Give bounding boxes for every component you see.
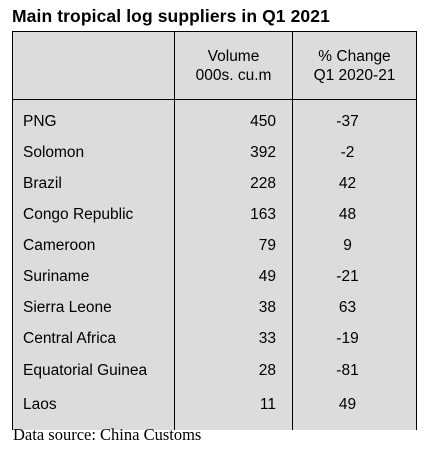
header-row: Volume 000s. cu.m % Change Q1 2020-21 xyxy=(12,31,417,100)
country-cell: Congo Republic xyxy=(12,199,175,230)
volume-cell: 28 xyxy=(174,354,293,388)
change-cell: 49 xyxy=(292,388,417,430)
table-row: Brazil 228 42 xyxy=(12,168,417,199)
country-cell: Laos xyxy=(12,388,175,430)
table-row: Cameroon 79 9 xyxy=(12,230,417,261)
change-cell: -2 xyxy=(292,137,417,168)
header-change: % Change Q1 2020-21 xyxy=(292,31,417,100)
table-body: PNG 450 -37 Solomon 392 -2 Brazil 228 42… xyxy=(12,99,417,430)
header-volume-line2: 000s. cu.m xyxy=(195,66,272,84)
change-cell: -21 xyxy=(292,261,417,292)
table-row: Central Africa 33 -19 xyxy=(12,323,417,354)
suppliers-table: Volume 000s. cu.m % Change Q1 2020-21 PN… xyxy=(12,31,417,430)
country-cell: Solomon xyxy=(12,137,175,168)
header-volume: Volume 000s. cu.m xyxy=(174,31,293,100)
table-title: Main tropical log suppliers in Q1 2021 xyxy=(12,6,330,26)
header-volume-line1: Volume xyxy=(207,47,260,65)
country-cell: Cameroon xyxy=(12,230,175,261)
change-cell: 42 xyxy=(292,168,417,199)
table-row: Sierra Leone 38 63 xyxy=(12,292,417,323)
volume-cell: 79 xyxy=(174,230,293,261)
change-cell: -19 xyxy=(292,323,417,354)
volume-cell: 49 xyxy=(174,261,293,292)
volume-cell: 450 xyxy=(174,99,293,137)
volume-cell: 38 xyxy=(174,292,293,323)
country-cell: Central Africa xyxy=(12,323,175,354)
table-row: PNG 450 -37 xyxy=(12,99,417,137)
country-cell: Suriname xyxy=(12,261,175,292)
change-cell: 48 xyxy=(292,199,417,230)
volume-cell: 11 xyxy=(174,388,293,430)
header-country xyxy=(12,31,175,100)
country-cell: PNG xyxy=(12,99,175,137)
table-row: Congo Republic 163 48 xyxy=(12,199,417,230)
change-cell: 63 xyxy=(292,292,417,323)
data-source-note: Data source: China Customs xyxy=(13,425,202,444)
table-row: Suriname 49 -21 xyxy=(12,261,417,292)
change-cell: 9 xyxy=(292,230,417,261)
volume-cell: 163 xyxy=(174,199,293,230)
table-row: Laos 11 49 xyxy=(12,388,417,430)
volume-cell: 392 xyxy=(174,137,293,168)
volume-cell: 228 xyxy=(174,168,293,199)
volume-cell: 33 xyxy=(174,323,293,354)
table-row: Solomon 392 -2 xyxy=(12,137,417,168)
country-cell: Equatorial Guinea xyxy=(12,354,175,388)
header-change-line1: % Change xyxy=(318,47,391,65)
country-cell: Sierra Leone xyxy=(12,292,175,323)
header-change-line2: Q1 2020-21 xyxy=(313,66,396,84)
country-cell: Brazil xyxy=(12,168,175,199)
table-row: Equatorial Guinea 28 -81 xyxy=(12,354,417,388)
change-cell: -37 xyxy=(292,99,417,137)
change-cell: -81 xyxy=(292,354,417,388)
